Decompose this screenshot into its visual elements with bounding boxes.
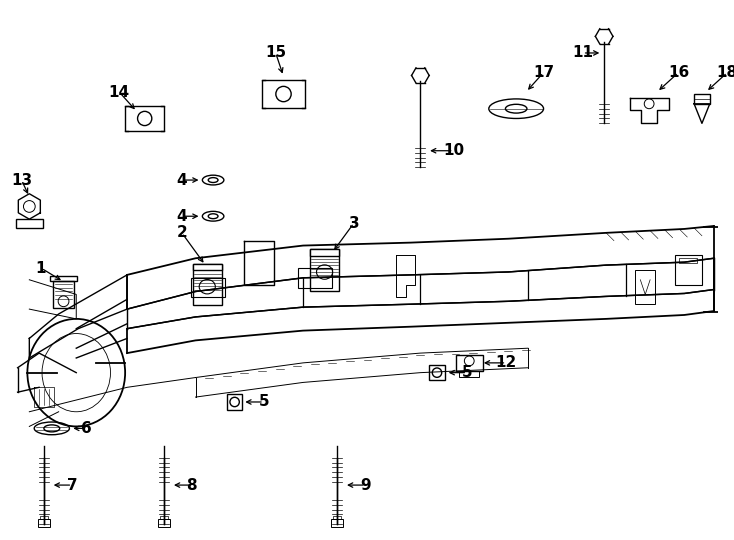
- Text: 3: 3: [349, 215, 359, 231]
- Text: 18: 18: [717, 65, 734, 80]
- Text: 15: 15: [265, 45, 286, 60]
- Bar: [159, 519, 170, 527]
- Bar: [333, 516, 341, 519]
- Text: 2: 2: [176, 225, 187, 240]
- Text: 13: 13: [11, 173, 32, 187]
- Text: 5: 5: [258, 395, 269, 409]
- Text: 8: 8: [186, 477, 197, 492]
- Bar: [160, 516, 168, 519]
- Bar: [227, 394, 242, 410]
- Bar: [459, 370, 479, 376]
- Bar: [298, 268, 333, 288]
- Bar: [50, 276, 77, 281]
- Text: 17: 17: [533, 65, 554, 80]
- Bar: [192, 264, 222, 271]
- Bar: [53, 281, 74, 308]
- Bar: [191, 278, 225, 298]
- Bar: [262, 80, 305, 107]
- Bar: [192, 264, 222, 305]
- Bar: [456, 355, 483, 370]
- Text: 14: 14: [109, 85, 130, 99]
- Text: 11: 11: [573, 45, 593, 60]
- Bar: [429, 365, 445, 381]
- Text: 6: 6: [81, 421, 92, 436]
- Text: 12: 12: [495, 355, 517, 370]
- Text: 10: 10: [443, 143, 464, 158]
- Text: 16: 16: [668, 65, 689, 80]
- Text: 7: 7: [67, 477, 78, 492]
- Bar: [332, 519, 343, 527]
- Bar: [15, 219, 43, 228]
- Bar: [636, 270, 655, 304]
- Text: 1: 1: [36, 260, 46, 275]
- Text: 5: 5: [462, 365, 473, 380]
- Bar: [310, 249, 339, 255]
- Text: 9: 9: [360, 477, 371, 492]
- Text: 4: 4: [176, 209, 187, 224]
- Bar: [680, 258, 697, 263]
- Bar: [40, 516, 48, 519]
- Bar: [310, 249, 339, 291]
- Bar: [694, 94, 710, 104]
- Bar: [125, 106, 164, 131]
- Bar: [38, 519, 50, 527]
- Text: 4: 4: [176, 173, 187, 187]
- Bar: [675, 255, 702, 285]
